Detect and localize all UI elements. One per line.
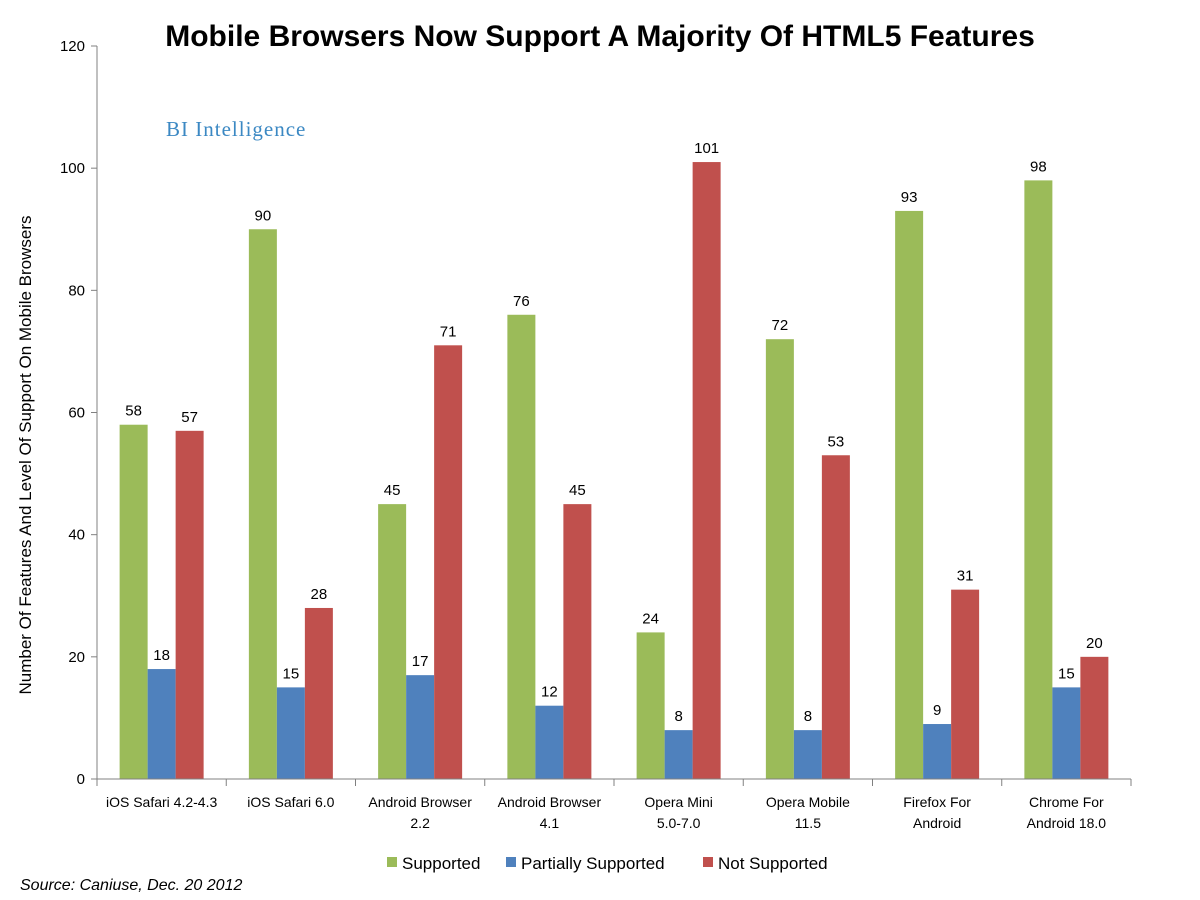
- bar: [147, 669, 176, 779]
- y-tick-label: 0: [77, 771, 85, 788]
- data-label: 45: [384, 482, 401, 499]
- data-label: 53: [828, 433, 845, 450]
- data-label: 8: [674, 708, 682, 725]
- bar: [1024, 180, 1053, 780]
- data-label: 15: [283, 665, 300, 682]
- data-label: 9: [933, 702, 941, 719]
- bar: [304, 607, 333, 779]
- source-note: Source: Caniuse, Dec. 20 2012: [20, 877, 242, 894]
- data-label: 76: [513, 293, 530, 310]
- y-tick-label: 100: [60, 160, 85, 177]
- bar: [276, 687, 305, 779]
- data-label: 71: [440, 323, 457, 340]
- data-labels: 58 90 45 76 24 72 93 98 18 15 17 12 8 8 9 15 57 28 71 45 101…: [125, 140, 1102, 725]
- bar: [248, 229, 277, 779]
- y-tick-label: 40: [68, 527, 85, 544]
- data-label: 57: [181, 409, 198, 426]
- data-label: 18: [153, 647, 170, 664]
- bar: [535, 705, 564, 779]
- data-label: 31: [957, 568, 974, 585]
- data-label: 15: [1058, 665, 1075, 682]
- data-label: 45: [569, 482, 586, 499]
- legend-swatch: [387, 857, 397, 867]
- bar: [923, 724, 952, 779]
- data-label: 24: [642, 610, 659, 627]
- x-tick-label: iOS Safari 6.0: [247, 794, 334, 810]
- y-tick-label: 60: [68, 405, 85, 422]
- bar: [1080, 656, 1109, 779]
- legend-swatch: [506, 857, 516, 867]
- chart-title: Mobile Browsers Now Support A Majority O…: [165, 20, 1035, 53]
- data-label: 72: [772, 317, 789, 334]
- x-axis-labels: iOS Safari 4.2-4.3 iOS Safari 6.0 Android …: [106, 794, 1106, 831]
- legend-label: Supported: [402, 854, 480, 873]
- data-label: 98: [1030, 158, 1047, 175]
- brand-logo: BI Intelligence: [166, 117, 306, 141]
- y-tick-label: 80: [68, 282, 85, 299]
- bar: [406, 675, 435, 779]
- bar: [765, 339, 794, 779]
- x-tick-label: Android Browser 4.1: [498, 794, 602, 831]
- data-label: 20: [1086, 635, 1103, 652]
- x-tick-label: iOS Safari 4.2-4.3: [106, 794, 217, 810]
- bars: [119, 162, 1109, 780]
- y-axis-label: Number Of Features And Level Of Support …: [16, 215, 35, 694]
- bar: [175, 430, 204, 779]
- data-label: 93: [901, 189, 918, 206]
- data-label: 90: [255, 207, 272, 224]
- legend-label: Not Supported: [718, 854, 828, 873]
- y-axis-ticks: 0 20 40 60 80 100 120: [60, 38, 85, 788]
- bar: [895, 210, 924, 780]
- y-tick-label: 120: [60, 38, 85, 55]
- bar: [692, 162, 721, 779]
- legend: Supported Partially Supported Not Supporte…: [387, 854, 828, 873]
- data-label: 58: [125, 403, 142, 420]
- y-tick-label: 20: [68, 649, 85, 666]
- bar: [821, 455, 850, 779]
- x-tick-label: Firefox For Android: [903, 794, 971, 831]
- bar: [378, 504, 407, 779]
- bar: [507, 314, 536, 779]
- bar: [119, 424, 148, 779]
- data-label: 101: [694, 140, 719, 157]
- bar: [664, 730, 693, 779]
- axes: [91, 45, 1132, 786]
- bar: [563, 504, 592, 779]
- data-label: 8: [804, 708, 812, 725]
- legend-swatch: [703, 857, 713, 867]
- data-label: 28: [311, 586, 328, 603]
- x-tick-label: Opera Mobile 11.5: [766, 794, 850, 831]
- data-label: 12: [541, 684, 558, 701]
- bar: [793, 730, 822, 779]
- x-tick-label: Opera Mini 5.0-7.0: [644, 794, 712, 831]
- data-label: 17: [412, 653, 429, 670]
- x-tick-label: Chrome For Android 18.0: [1027, 794, 1107, 831]
- x-tick-label: Android Browser 2.2: [368, 794, 472, 831]
- legend-label: Partially Supported: [521, 854, 665, 873]
- bar: [434, 345, 463, 779]
- bar: [1052, 687, 1081, 779]
- bar: [636, 632, 665, 779]
- bar: [951, 589, 980, 779]
